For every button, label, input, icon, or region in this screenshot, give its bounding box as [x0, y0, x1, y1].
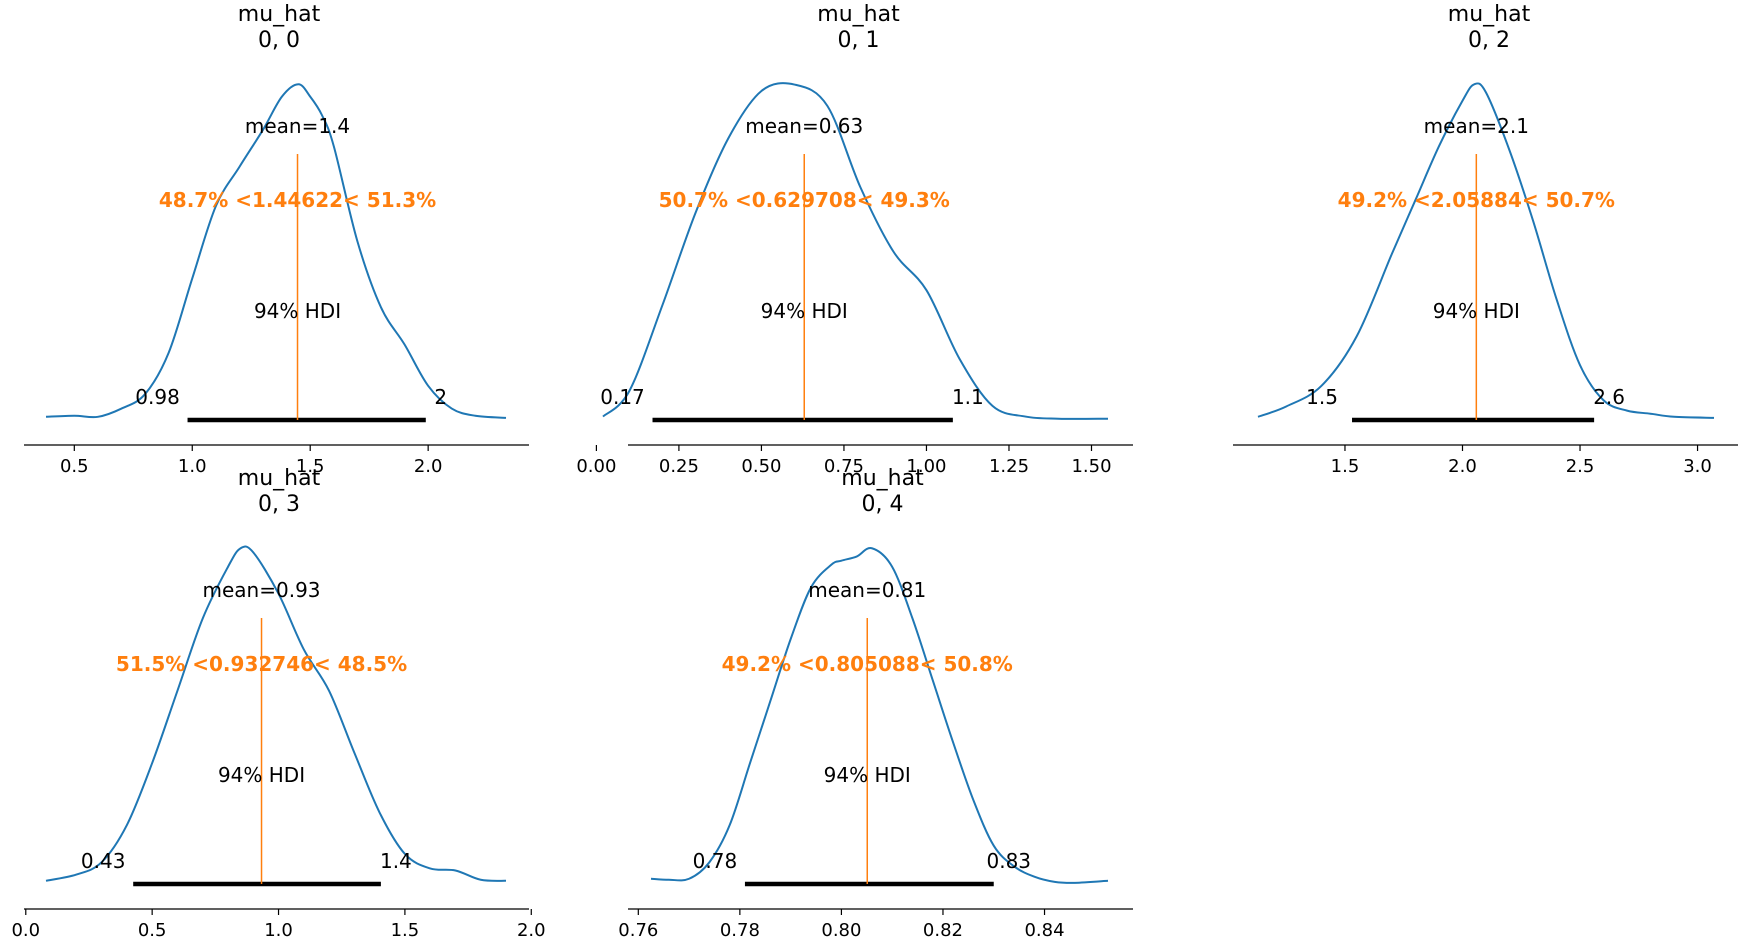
- panel-subtitle: 0, 4: [862, 492, 904, 517]
- panel-title: mu_hat: [1448, 2, 1531, 27]
- density-curve: [650, 547, 1109, 884]
- hdi-lower-label: 0.78: [693, 849, 738, 873]
- x-tick-label: 3.0: [1683, 456, 1712, 477]
- x-tick-label: 0.00: [576, 456, 616, 477]
- probability-label: 51.5% <0.932746< 48.5%: [116, 652, 407, 676]
- hdi-upper-label: 1.4: [380, 849, 412, 873]
- hdi-upper-label: 0.83: [986, 849, 1031, 873]
- panel-subtitle: 0, 2: [1468, 28, 1510, 53]
- mean-label: mean=1.4: [245, 114, 350, 138]
- x-tick-label: 1.0: [178, 456, 207, 477]
- x-tick-label: 1.50: [1071, 456, 1111, 477]
- x-tick-label: 2.0: [414, 456, 443, 477]
- hdi-label: 94% HDI: [254, 299, 341, 323]
- hdi-lower-label: 0.43: [81, 849, 126, 873]
- hdi-label: 94% HDI: [761, 299, 848, 323]
- probability-label: 48.7% <1.44622< 51.3%: [159, 188, 436, 212]
- mean-label: mean=2.1: [1424, 114, 1529, 138]
- x-tick-label: 2.0: [517, 920, 546, 941]
- x-tick-label: 1.5: [1331, 456, 1360, 477]
- hdi-upper-label: 2.6: [1593, 385, 1625, 409]
- probability-label: 49.2% <0.805088< 50.8%: [722, 652, 1013, 676]
- x-tick-label: 0.5: [60, 456, 89, 477]
- x-tick-label: 0.76: [618, 920, 658, 941]
- probability-label: 50.7% <0.629708< 49.3%: [659, 188, 950, 212]
- panel-title: mu_hat: [841, 466, 924, 491]
- density-curve: [602, 82, 1109, 420]
- x-tick-label: 0.75: [824, 456, 864, 477]
- hdi-upper-label: 2: [434, 385, 447, 409]
- x-tick-label: 0.78: [720, 920, 760, 941]
- hdi-upper-label: 1.1: [952, 385, 984, 409]
- probability-label: 49.2% <2.05884< 50.7%: [1338, 188, 1615, 212]
- x-tick-label: 0.25: [659, 456, 699, 477]
- x-tick-label: 2.5: [1566, 456, 1595, 477]
- x-tick-label: 0.80: [821, 920, 861, 941]
- panel-subtitle: 0, 3: [258, 492, 300, 517]
- density-curve: [45, 545, 507, 882]
- panel-title: mu_hat: [817, 2, 900, 27]
- x-tick-label: 1.5: [391, 920, 420, 941]
- panel-subtitle: 0, 1: [838, 28, 880, 53]
- x-tick-label: 0.5: [138, 920, 167, 941]
- hdi-lower-label: 0.17: [600, 385, 645, 409]
- hdi-label: 94% HDI: [1433, 299, 1520, 323]
- x-tick-label: 0.82: [923, 920, 963, 941]
- x-tick-label: 1.00: [906, 456, 946, 477]
- mean-label: mean=0.63: [745, 114, 863, 138]
- panel-subtitle: 0, 0: [258, 28, 300, 53]
- density-curve: [1257, 82, 1715, 419]
- hdi-lower-label: 1.5: [1306, 385, 1338, 409]
- x-tick-label: 1.5: [296, 456, 325, 477]
- mean-label: mean=0.81: [808, 578, 926, 602]
- panel-title: mu_hat: [238, 466, 321, 491]
- density-curve: [45, 83, 507, 419]
- hdi-label: 94% HDI: [218, 763, 305, 787]
- x-tick-label: 0.84: [1024, 920, 1064, 941]
- x-tick-label: 0.0: [11, 920, 40, 941]
- x-tick-label: 1.0: [264, 920, 293, 941]
- x-tick-label: 0.50: [741, 456, 781, 477]
- x-tick-label: 1.25: [989, 456, 1029, 477]
- panel-title: mu_hat: [238, 2, 321, 27]
- hdi-lower-label: 0.98: [135, 385, 180, 409]
- hdi-label: 94% HDI: [824, 763, 911, 787]
- x-tick-label: 2.0: [1448, 456, 1477, 477]
- mean-label: mean=0.93: [203, 578, 321, 602]
